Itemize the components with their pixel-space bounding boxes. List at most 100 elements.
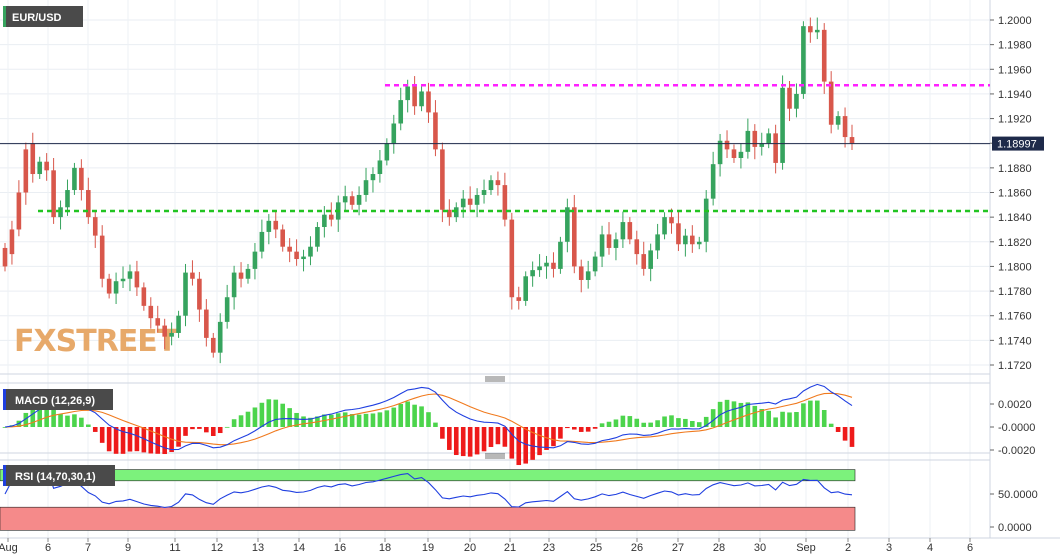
macd-histogram-bar [703,416,709,427]
candle-body [648,250,653,269]
candle-body [641,254,647,269]
candle-body [516,297,522,301]
time-tick-label: 4 [927,542,933,554]
macd-histogram-bar [683,418,688,427]
time-tick-label: 13 [252,542,264,554]
candle-body [509,219,515,298]
candle-body [537,266,542,271]
rsi-label[interactable]: RSI (14,70,30,1) [3,465,115,486]
rsi-line [4,465,853,509]
candle-body [322,214,327,227]
macd-histogram-bar [808,400,813,427]
time-tick-label: 3 [886,542,892,554]
candle-body [558,241,563,269]
candle-body [724,140,730,150]
macd-histogram-bar [162,427,167,455]
candle-body [280,229,286,247]
time-tick-label: 12 [211,542,223,554]
price-tick-label: 1.1840 [998,212,1032,224]
candle-body [578,266,584,280]
macd-histogram-bar [287,408,292,427]
macd-histogram-bar [231,419,237,427]
candle-body [377,160,383,175]
candle-body [703,198,709,242]
symbol-label[interactable]: EUR/USD [3,6,83,27]
candle-body [16,192,22,230]
candle-body [65,190,70,208]
macd-histogram-bar [301,416,306,427]
candle-body [849,137,855,144]
macd-histogram-bar [460,427,466,457]
macd-histogram-bar [197,427,202,429]
candle-body [405,86,410,101]
candle-body [814,29,820,33]
candle-body [676,223,681,245]
macd-histogram-bar [127,427,133,452]
macd-histogram-bar [238,415,244,427]
candle-body [287,246,292,252]
candlesticks [2,17,855,364]
price-tick-label: 1.2000 [998,15,1032,27]
candle-body [86,190,91,218]
macd-histogram-bar [210,427,216,436]
price-tick-label: 1.1980 [998,40,1032,52]
rsi-resize-handle[interactable] [485,453,505,459]
candle-body [634,239,640,255]
macd-histogram-bar [259,402,265,427]
candle-body [398,100,404,124]
macd-histogram-bar [217,427,223,434]
candle-body [252,251,258,269]
time-axis-ticks: Aug 6 7 9 11 12 13 14 16 18 19 20 21 23 25 26 27 28 30 Sep 2… [0,538,973,554]
price-tick-label: 1.1780 [998,286,1032,298]
candle-body [169,332,174,337]
rsi-axis-ticks: 50.0000 0.0000 [990,489,1038,534]
time-tick-label: 16 [334,542,346,554]
macd-histogram-bar [51,409,56,427]
macd-histogram-bar [752,405,758,427]
candle-body [662,217,667,235]
candle-body [571,207,577,267]
macd-resize-handle[interactable] [485,376,505,382]
macd-histogram-bar [523,427,528,464]
candle-body [766,133,771,144]
candle-body [690,235,695,245]
macd-histogram-bar [447,427,452,450]
candle-body [301,256,306,260]
candle-body [620,222,626,240]
candle-body [238,272,244,279]
macd-label[interactable]: MACD (12,26,9) [3,389,113,410]
macd-histogram-bar [58,414,63,427]
candle-body [72,167,77,191]
macd-histogram-bar [342,412,348,427]
rsi-tick-label: 50.0000 [998,489,1038,501]
macd-histogram-bar [835,427,841,432]
candle-body [231,272,237,298]
macd-histogram-bar [481,427,487,452]
macd-histogram-bar [655,420,660,427]
price-tick-label: 1.1820 [998,237,1032,249]
time-tick-label: 20 [464,542,476,554]
macd-histogram-bar [2,427,8,428]
macd-histogram-bar [30,406,36,427]
price-tick-label: 1.1880 [998,163,1032,175]
candle-body [585,271,591,280]
candle-body [738,151,744,158]
macd-histogram-bar [155,427,161,454]
time-tick-label: 28 [713,542,725,554]
time-tick-label: 9 [125,542,131,554]
candle-body [495,180,501,186]
macd-histogram-bar [106,427,112,452]
time-tick-label: 21 [504,542,516,554]
macd-histogram-bar [148,427,154,454]
watermark: FXSTREET [14,324,178,359]
rsi-overbought-zone [0,469,856,482]
price-tick-label: 1.1940 [998,89,1032,101]
macd-histogram-bar [329,414,334,427]
macd-histogram-bar [571,427,577,430]
macd-histogram-bar [65,415,70,427]
macd-histogram-bar [391,407,397,427]
symbol-text: EUR/USD [12,12,62,24]
price-tick-label: 1.1740 [998,335,1032,347]
macd-histogram-bar [641,422,647,427]
